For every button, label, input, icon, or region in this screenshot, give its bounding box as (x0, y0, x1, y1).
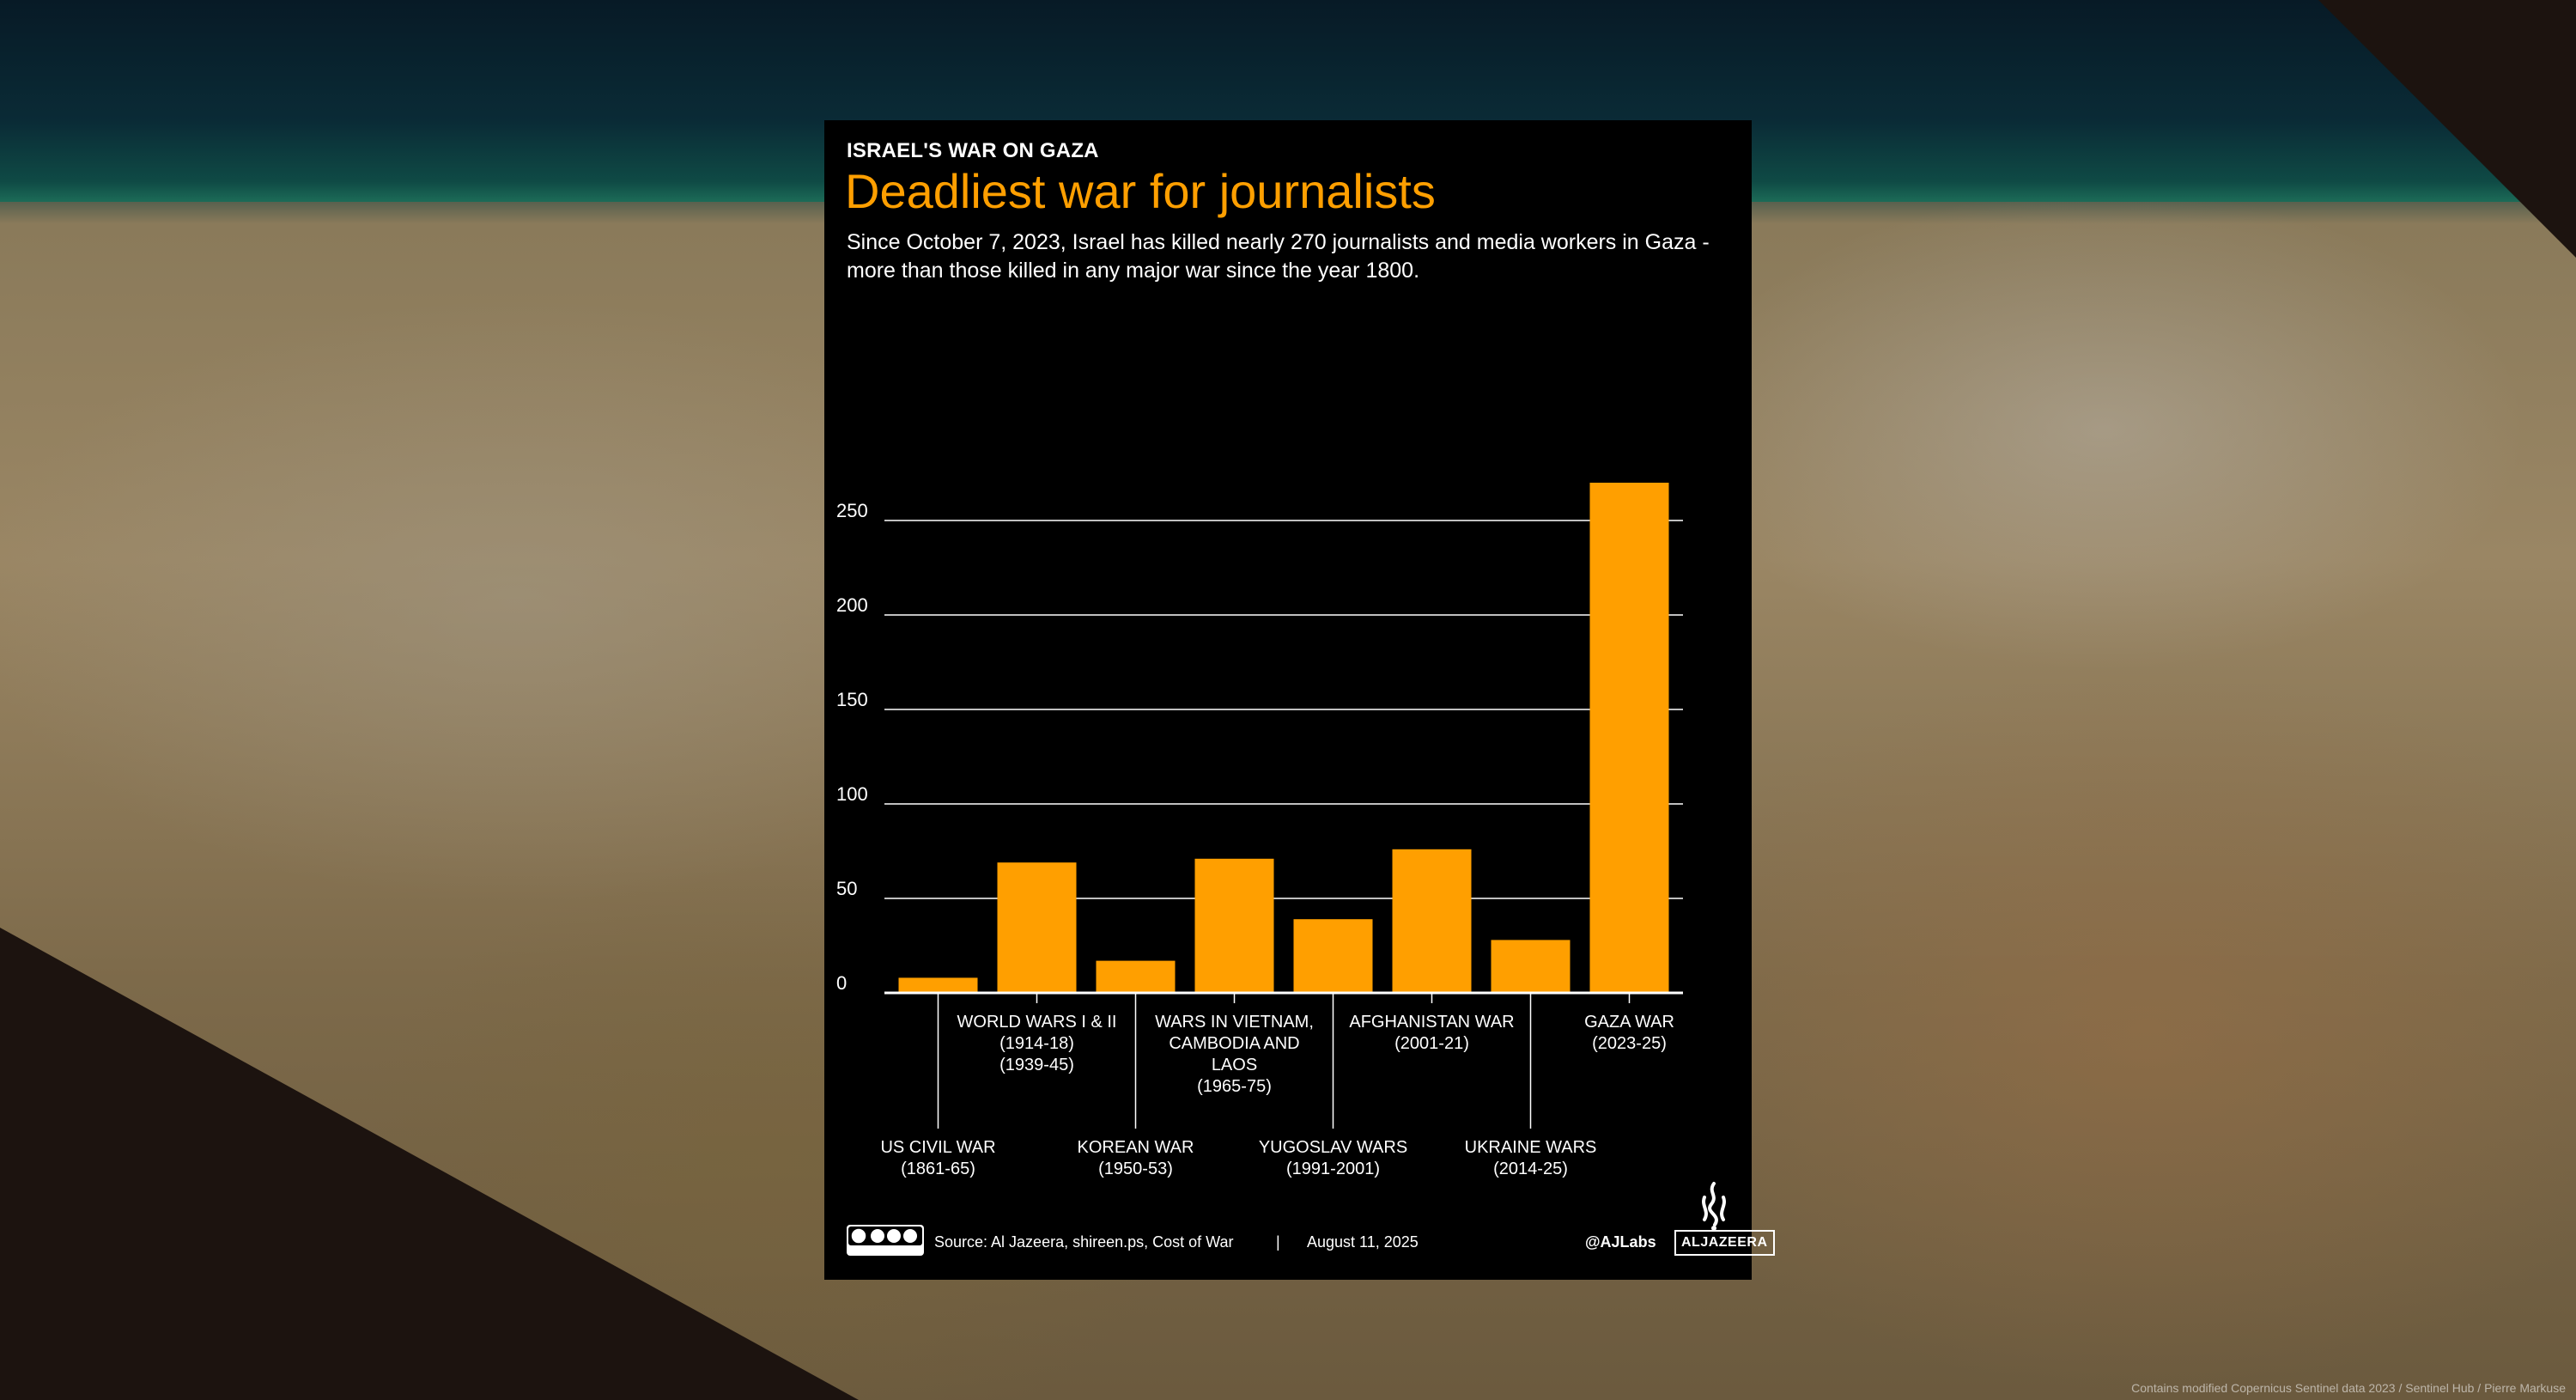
category-label-line: (2023-25) (1592, 1034, 1667, 1053)
category-label: WARS IN VIETNAM, CAMBODIA AND LAOS (1965-75… (1155, 1013, 1314, 1096)
source-text: Source: Al Jazeera, shireen.ps, Cost of … (934, 1233, 1234, 1251)
background-corner (2318, 0, 2576, 258)
chart-title: Deadliest war for journalists (845, 164, 1436, 218)
al-jazeera-logo-icon (1702, 1182, 1726, 1231)
footer-separator: | (1276, 1233, 1280, 1251)
category-label-line: WORLD WARS I & II (957, 1013, 1117, 1032)
category-label: US CIVIL WAR (1861-65) (880, 1138, 995, 1178)
category-label-line: (1991-2001) (1286, 1160, 1380, 1178)
category-label-line: (2001-21) (1394, 1034, 1469, 1053)
category-label-line: (1861-65) (901, 1160, 975, 1178)
category-label: AFGHANISTAN WAR (2001-21) (1349, 1013, 1514, 1053)
y-tick-label: 0 (836, 972, 847, 994)
date-text: August 11, 2025 (1307, 1233, 1419, 1251)
y-tick-label: 250 (836, 500, 868, 521)
footer: Source: Al Jazeera, shireen.ps, Cost of … (847, 1182, 1775, 1259)
category-label: UKRAINE WARS (2014-25) (1465, 1138, 1597, 1178)
category-label: GAZA WAR (2023-25) (1584, 1013, 1674, 1053)
ajlabs-handle: @AJLabs (1585, 1233, 1656, 1251)
y-tick-label: 50 (836, 878, 857, 899)
chart-subtitle: Since October 7, 2023, Israel has killed… (847, 230, 1710, 283)
category-label-line: WARS IN VIETNAM, (1155, 1013, 1314, 1032)
bar (1491, 940, 1571, 993)
category-label-line: UKRAINE WARS (1465, 1138, 1597, 1157)
cc-by-nc-sa-icon (847, 1225, 924, 1256)
kicker: ISRAEL'S WAR ON GAZA (847, 139, 1099, 162)
category-label-line: CAMBODIA AND (1169, 1034, 1299, 1053)
category-label-line: US CIVIL WAR (880, 1138, 995, 1157)
bar-chart: 0 50 100 150 200 250 US CIVIL WAR (1861-65) WORL… (836, 483, 1683, 1178)
category-label-line: (1939-45) (999, 1056, 1074, 1074)
category-label-line: (1914-18) (999, 1034, 1074, 1053)
bar (1293, 919, 1373, 993)
category-label: WORLD WARS I & II (1914-18) (1939-45) (957, 1013, 1117, 1074)
y-tick-label: 200 (836, 594, 868, 616)
y-tick-label: 150 (836, 689, 868, 710)
y-tick-label: 100 (836, 783, 868, 805)
category-label-line: (2014-25) (1493, 1160, 1568, 1178)
bar (1589, 483, 1669, 993)
category-label-line: LAOS (1212, 1056, 1257, 1074)
bar (1392, 849, 1472, 993)
bar (1194, 858, 1274, 993)
bar (1096, 960, 1176, 993)
image-credit: Contains modified Copernicus Sentinel da… (2131, 1381, 2566, 1395)
background-corner (0, 928, 859, 1400)
category-label-line: GAZA WAR (1584, 1013, 1674, 1032)
category-label-line: KOREAN WAR (1078, 1138, 1194, 1157)
category-label-line: (1965-75) (1197, 1077, 1272, 1096)
category-label-line: YUGOSLAV WARS (1259, 1138, 1407, 1157)
category-label: YUGOSLAV WARS (1991-2001) (1259, 1138, 1407, 1178)
al-jazeera-wordmark: ALJAZEERA (1674, 1230, 1775, 1256)
category-label-line: AFGHANISTAN WAR (1349, 1013, 1514, 1032)
infographic-card: ISRAEL'S WAR ON GAZA Deadliest war for j… (824, 120, 1775, 1280)
category-label-line: (1950-53) (1098, 1160, 1173, 1178)
bar (898, 977, 978, 993)
category-label: KOREAN WAR (1950-53) (1078, 1138, 1194, 1178)
bar (997, 862, 1077, 993)
